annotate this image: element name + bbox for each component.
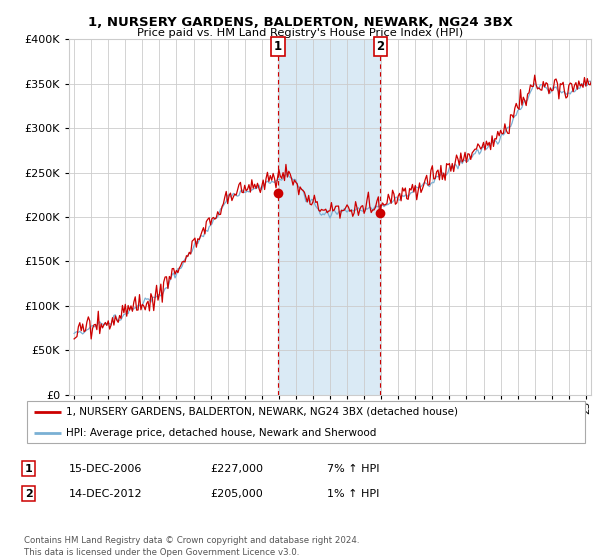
Text: £227,000: £227,000 [210, 464, 263, 474]
Bar [278, 39, 380, 395]
Text: 2: 2 [25, 489, 32, 499]
Text: 15-DEC-2006: 15-DEC-2006 [69, 464, 142, 474]
Text: Price paid vs. HM Land Registry's House Price Index (HPI): Price paid vs. HM Land Registry's House … [137, 28, 463, 38]
Text: Contains HM Land Registry data © Crown copyright and database right 2024.
This d: Contains HM Land Registry data © Crown c… [24, 536, 359, 557]
Text: 1, NURSERY GARDENS, BALDERTON, NEWARK, NG24 3BX: 1, NURSERY GARDENS, BALDERTON, NEWARK, N… [88, 16, 512, 29]
Text: 1% ↑ HPI: 1% ↑ HPI [327, 489, 379, 499]
Text: 1, NURSERY GARDENS, BALDERTON, NEWARK, NG24 3BX (detached house): 1, NURSERY GARDENS, BALDERTON, NEWARK, N… [66, 407, 458, 417]
Text: 1: 1 [274, 40, 282, 53]
Text: HPI: Average price, detached house, Newark and Sherwood: HPI: Average price, detached house, Newa… [66, 428, 377, 438]
Text: £205,000: £205,000 [210, 489, 263, 499]
Text: 2: 2 [376, 40, 385, 53]
Text: 1: 1 [25, 464, 32, 474]
Text: 14-DEC-2012: 14-DEC-2012 [69, 489, 143, 499]
FancyBboxPatch shape [27, 401, 585, 444]
Text: 7% ↑ HPI: 7% ↑ HPI [327, 464, 380, 474]
